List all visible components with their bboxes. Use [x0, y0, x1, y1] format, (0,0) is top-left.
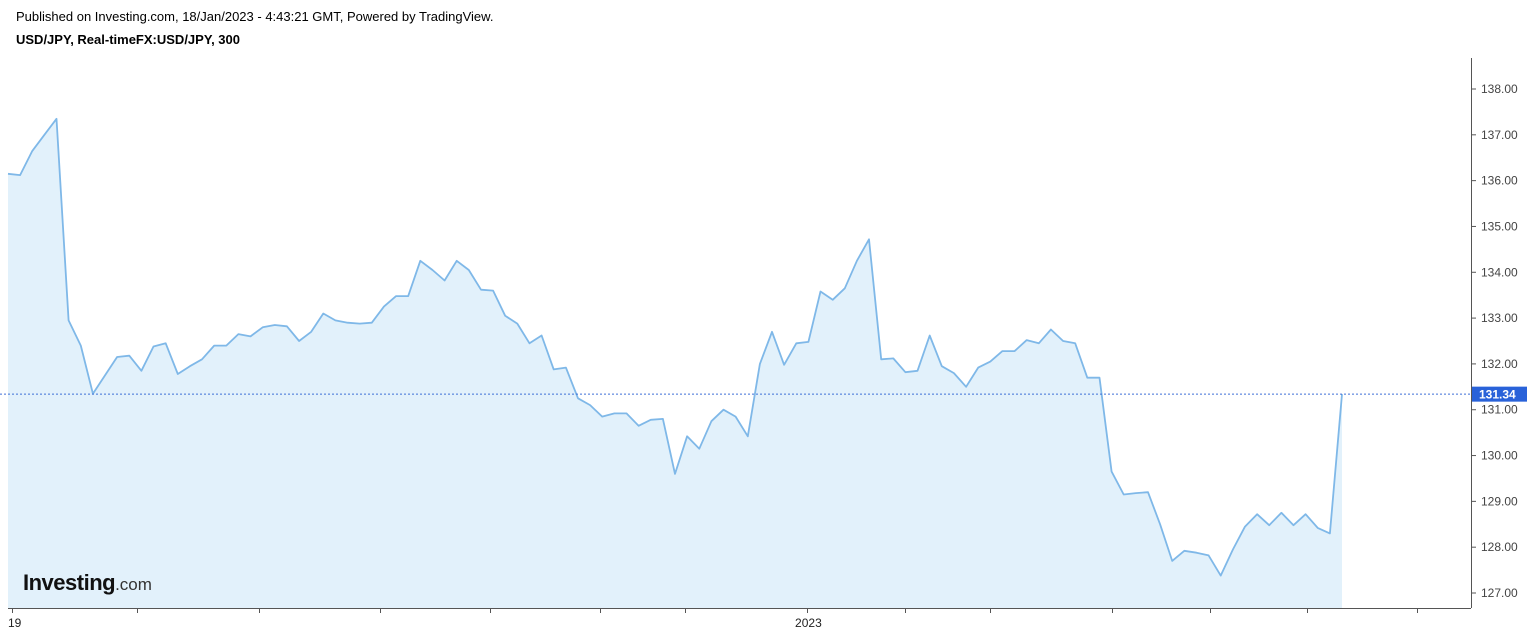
y-tick-label: 129.00 [1481, 494, 1518, 508]
logo-tld: .com [115, 575, 152, 594]
price-line [7, 117, 1343, 577]
y-tick-label: 132.00 [1481, 357, 1518, 371]
investing-logo: Investing.com [23, 570, 152, 596]
y-tick-label: 127.00 [1481, 586, 1518, 600]
y-tick-label: 133.00 [1481, 311, 1518, 325]
y-tick-label: 134.00 [1481, 265, 1518, 279]
logo-brand: Investing [23, 570, 116, 595]
y-tick-label: 131.00 [1481, 403, 1518, 417]
area-fill [8, 118, 1342, 609]
y-tick-label: 137.00 [1481, 128, 1518, 142]
x-tick-label: 2023 [795, 616, 822, 630]
last-price-badge [1472, 386, 1527, 402]
x-tick-label: 19 [8, 616, 22, 630]
y-tick-label: 135.00 [1481, 219, 1518, 233]
last-price-label: 131.34 [1479, 388, 1516, 402]
y-tick-label: 130.00 [1481, 449, 1518, 463]
y-tick-label: 136.00 [1481, 174, 1518, 188]
y-tick-label: 128.00 [1481, 540, 1518, 554]
y-tick-label: 138.00 [1481, 82, 1518, 96]
published-caption: Published on Investing.com, 18/Jan/2023 … [16, 9, 494, 24]
symbol-title: USD/JPY, Real-timeFX:USD/JPY, 300 [16, 32, 240, 47]
